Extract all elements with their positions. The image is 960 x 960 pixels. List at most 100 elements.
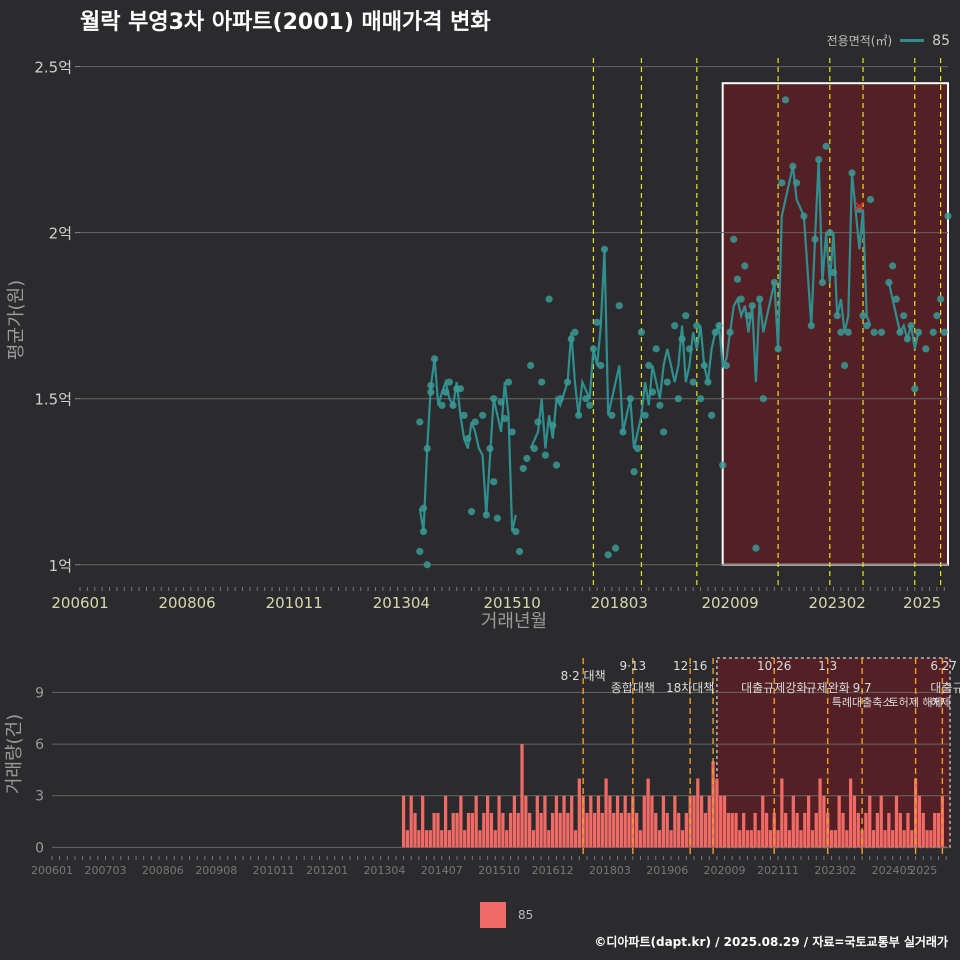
price-point <box>840 361 849 370</box>
price-point <box>545 295 553 303</box>
volume-bar <box>699 795 704 848</box>
volume-bar <box>680 830 685 848</box>
volume-bar <box>738 830 742 848</box>
volume-bar <box>516 812 520 848</box>
volume-bar <box>879 795 883 848</box>
price-point <box>807 322 815 330</box>
price-point <box>416 547 424 556</box>
volume-bar <box>589 795 593 848</box>
price-point <box>645 361 653 370</box>
volume-x-tick-label: 202302 <box>814 864 856 877</box>
x-tick-label: 201803 <box>591 594 648 612</box>
volume-bar <box>401 795 406 848</box>
price-point <box>674 395 682 403</box>
price-point <box>575 411 583 419</box>
price-point <box>726 328 734 336</box>
price-point <box>586 401 594 409</box>
volume-bar <box>459 795 463 848</box>
price-point <box>833 312 841 320</box>
price-point <box>619 428 627 436</box>
price-point <box>497 398 505 406</box>
volume-bar <box>463 830 467 848</box>
volume-bar <box>619 812 623 848</box>
price-point <box>552 461 561 469</box>
policy-annotation: 9.7 <box>853 681 872 695</box>
volume-bar <box>635 812 639 848</box>
price-point <box>471 418 479 426</box>
price-point <box>730 235 738 243</box>
price-point <box>626 395 634 403</box>
price-point <box>615 302 623 310</box>
price-point <box>837 328 845 336</box>
volume-bar <box>443 795 448 848</box>
volume-x-tick-label: 201803 <box>589 864 631 877</box>
volume-bar <box>818 778 822 848</box>
price-point <box>438 401 446 409</box>
price-point <box>652 345 660 353</box>
price-line <box>418 159 920 532</box>
volume-bar <box>543 795 547 848</box>
legend-bar-swatch <box>480 902 506 928</box>
volume-bar <box>822 795 826 848</box>
price-point <box>700 361 708 370</box>
price-point <box>423 444 431 453</box>
volume-bar <box>436 812 440 848</box>
volume-bar <box>768 830 773 848</box>
price-point <box>486 444 494 453</box>
price-point <box>608 411 616 419</box>
volume-bar <box>902 830 906 848</box>
price-point <box>877 328 886 336</box>
price-point <box>582 395 590 403</box>
volume-bar <box>837 795 841 848</box>
volume-bar <box>795 812 799 848</box>
price-point <box>900 312 908 320</box>
price-point <box>482 511 490 519</box>
volume-bar <box>936 812 941 848</box>
volume-x-tick-label: 201304 <box>363 864 405 877</box>
price-point <box>885 278 893 287</box>
legend-title: 전용면적(㎡) <box>826 34 893 48</box>
price-point <box>704 378 712 386</box>
volume-bar <box>501 812 505 848</box>
volume-bar <box>753 812 757 848</box>
price-point <box>515 547 524 556</box>
price-point <box>781 96 790 104</box>
volume-bar <box>734 812 738 848</box>
price-point <box>944 212 952 220</box>
price-point <box>508 428 516 436</box>
volume-bar <box>570 795 574 848</box>
price-point <box>490 395 498 403</box>
volume-bar <box>757 830 761 848</box>
volume-bar <box>925 830 929 848</box>
price-point <box>792 179 801 187</box>
volume-bar <box>528 812 532 848</box>
price-point <box>445 378 453 386</box>
x-tick-label: 201011 <box>266 594 323 612</box>
policy-annotation: 8·2 대책 <box>561 668 606 683</box>
price-point <box>416 418 424 426</box>
policy-annotation: 해제 <box>930 695 950 709</box>
volume-bar <box>669 830 673 848</box>
volume-bar <box>627 812 631 848</box>
price-point <box>460 411 468 419</box>
price-point <box>593 318 601 326</box>
legend-bar-label: 85 <box>518 908 534 922</box>
price-point <box>493 514 501 522</box>
y-tick-label: 1억 <box>49 557 72 575</box>
volume-bar <box>715 778 719 848</box>
price-point <box>634 444 642 453</box>
volume-bar <box>440 830 444 848</box>
volume-bar <box>566 812 570 848</box>
legend-area-size: 전용면적(㎡) 85 <box>827 32 950 49</box>
volume-bar <box>730 812 734 848</box>
volume-bar <box>703 812 708 848</box>
y-axis-label: 평균가(원) <box>6 280 27 360</box>
price-point <box>656 401 664 409</box>
volume-bar <box>497 795 501 848</box>
mean-marker <box>854 201 864 211</box>
price-point <box>659 428 668 436</box>
price-point <box>600 245 609 253</box>
volume-bar <box>596 795 601 848</box>
policy-annotation: 12·16 <box>673 659 707 673</box>
volume-bar <box>417 830 421 848</box>
